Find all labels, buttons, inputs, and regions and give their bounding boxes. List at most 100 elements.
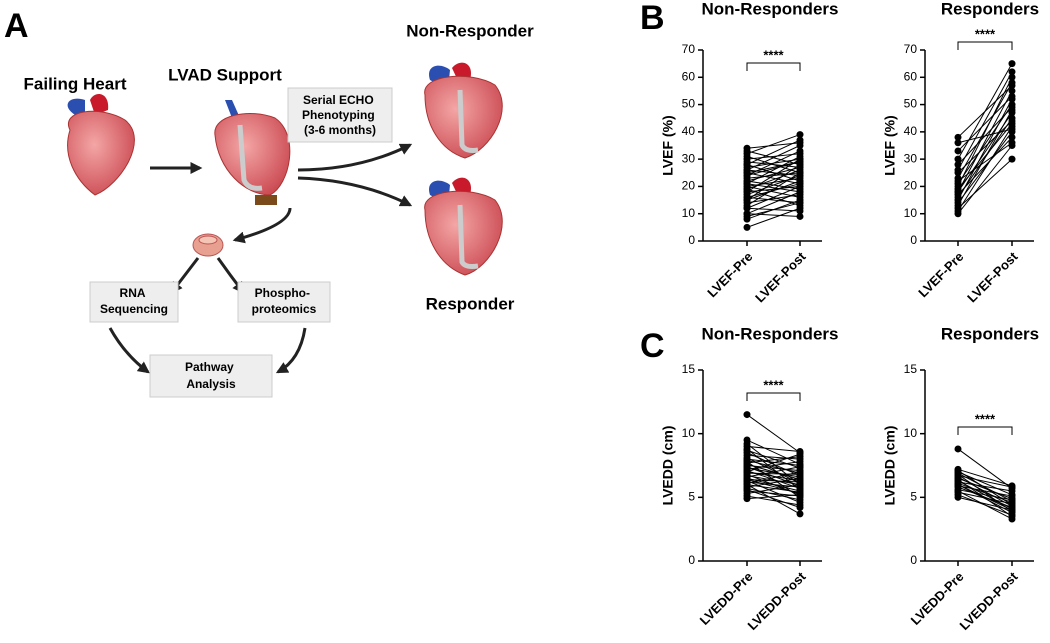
box-text: Phospho- proteomics (252, 286, 317, 316)
pair-line (746, 172, 801, 179)
pair-line (957, 131, 1013, 204)
box-text: Serial ECHO Phenotyping (3-6 months) (302, 93, 378, 137)
chart-title: Responders (941, 324, 1039, 343)
pair-line (957, 484, 1013, 511)
y-tick-label: 60 (682, 69, 696, 83)
pair-line (957, 82, 1013, 179)
chart-title: Non-Responders (702, 324, 839, 343)
chart-title: Non-Responders (702, 0, 839, 18)
data-point (796, 212, 804, 220)
data-point (796, 158, 804, 166)
data-point (796, 504, 804, 512)
data-point (1008, 60, 1016, 68)
data-point (1008, 512, 1016, 520)
data-point (954, 465, 962, 473)
pair-line (746, 180, 801, 190)
y-tick-label: 60 (904, 69, 918, 83)
pair-line (746, 202, 801, 217)
x-tick-label: LVEF-Post (964, 248, 1021, 305)
data-point (1008, 155, 1016, 163)
pair-line (746, 150, 801, 166)
pair-line (957, 474, 1013, 512)
y-tick-label: 10 (682, 206, 696, 220)
pair-line (746, 457, 801, 484)
pair-line (746, 463, 801, 480)
pair-line (957, 158, 1013, 209)
y-axis-label: LVEF (%) (660, 115, 676, 175)
text-box (89, 281, 179, 323)
data-point (743, 468, 751, 476)
data-point (743, 476, 751, 484)
y-tick-label: 30 (682, 151, 696, 165)
pair-line (746, 155, 801, 174)
data-point (743, 436, 751, 444)
data-point (1008, 501, 1016, 509)
pair-line (957, 470, 1013, 506)
y-tick-label: 20 (904, 179, 918, 193)
heart-icon (67, 94, 135, 196)
label: Non-Responder (406, 21, 534, 40)
pair-line (957, 472, 1013, 502)
data-point (743, 481, 751, 489)
pair-line (746, 443, 801, 485)
pair-line (957, 123, 1013, 190)
pair-line (957, 77, 1013, 187)
pair-line (957, 142, 1013, 182)
data-point (743, 223, 751, 231)
pair-line (746, 183, 801, 193)
data-point (1008, 506, 1016, 514)
pair-line (957, 98, 1013, 201)
data-point (796, 199, 804, 207)
data-point (743, 486, 751, 494)
pair-line (957, 479, 1013, 517)
data-point (796, 455, 804, 463)
x-tick-label: LVEF-Pre (704, 249, 755, 300)
y-tick-label: 30 (904, 151, 918, 165)
data-point (796, 450, 804, 458)
y-tick-label: 0 (688, 233, 695, 247)
pair-line (957, 120, 1013, 174)
data-point (796, 481, 804, 489)
y-tick-label: 0 (910, 233, 917, 247)
x-tick-label: LVEDD-Pre (908, 569, 967, 628)
y-tick-label: 15 (682, 362, 696, 376)
pair-line (746, 207, 801, 228)
data-point (1008, 491, 1016, 499)
data-point (954, 139, 962, 147)
data-point (1008, 125, 1016, 133)
pair-line (746, 479, 801, 494)
data-point (743, 144, 751, 152)
box-text: RNA Sequencing (100, 286, 168, 316)
y-tick-label: 50 (682, 97, 696, 111)
y-tick-label: 50 (904, 97, 918, 111)
data-point (743, 445, 751, 453)
data-point (796, 510, 804, 518)
pair-line (957, 85, 1013, 138)
data-point (796, 188, 804, 196)
pair-line (746, 458, 801, 466)
data-point (1008, 109, 1016, 117)
data-point (954, 481, 962, 489)
data-point (796, 472, 804, 480)
chart-title: Responders (941, 0, 1039, 18)
pair-line (957, 96, 1013, 152)
y-tick-label: 40 (682, 124, 696, 138)
arrow (297, 176, 413, 207)
data-point (743, 411, 751, 419)
panel-label: A (4, 7, 29, 45)
data-point (1008, 87, 1016, 95)
pair-line (746, 489, 801, 508)
significance-label: **** (975, 411, 996, 426)
pair-line (746, 134, 801, 155)
data-point (1008, 484, 1016, 492)
data-point (1008, 103, 1016, 111)
y-tick-label: 40 (904, 124, 918, 138)
pair-line (957, 481, 1013, 492)
significance-bracket (957, 426, 1013, 435)
significance-bracket (957, 41, 1013, 50)
pair-line (957, 471, 1013, 496)
pair-line (746, 490, 801, 497)
y-tick-label: 70 (682, 42, 696, 56)
pair-line (746, 158, 801, 168)
pair-line (957, 448, 1013, 489)
